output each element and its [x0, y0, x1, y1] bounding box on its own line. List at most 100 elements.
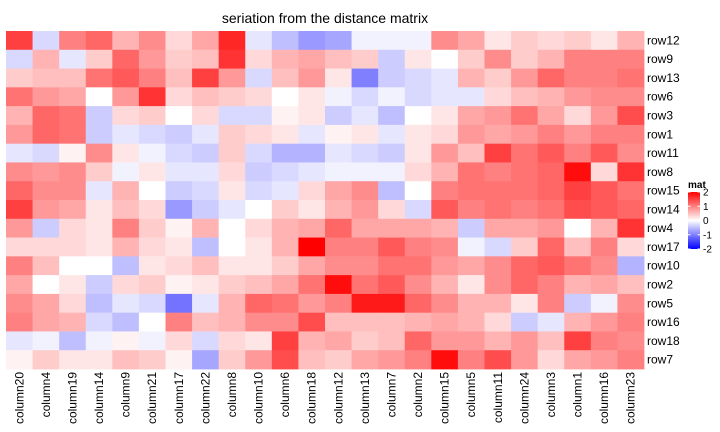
heatmap-cell — [85, 87, 113, 107]
heatmap-cell — [85, 293, 113, 314]
heatmap-cell — [32, 68, 60, 88]
heatmap-cell — [59, 31, 87, 51]
heatmap-cell — [511, 293, 539, 314]
heatmap-cell — [6, 181, 33, 201]
heatmap-cell — [112, 106, 140, 126]
heatmap-cell — [138, 31, 166, 51]
heatmap-cell — [59, 218, 87, 238]
heatmap-cell — [271, 181, 299, 201]
heatmap-cell — [564, 106, 592, 126]
heatmap-cell — [192, 350, 220, 370]
heatmap-cell — [85, 312, 113, 332]
heatmap-cell — [165, 256, 193, 276]
heatmap-cell — [298, 143, 326, 163]
heatmap-cell — [245, 293, 273, 314]
heatmap-cell — [511, 124, 539, 145]
heatmap-cell — [32, 124, 60, 145]
column-label: column19 — [65, 372, 79, 424]
heatmap-cell — [457, 331, 485, 351]
heatmap-cell — [404, 181, 432, 201]
heatmap-cell — [537, 162, 565, 182]
heatmap-cell — [590, 331, 618, 351]
heatmap-cell — [325, 218, 352, 238]
heatmap-cell — [218, 143, 246, 163]
heatmap-cell — [537, 350, 565, 370]
heatmap-cell — [218, 49, 246, 69]
heatmap-cell — [564, 87, 592, 107]
heatmap-cell — [564, 275, 592, 295]
heatmap-cell — [431, 350, 459, 370]
heatmap-cell — [245, 124, 273, 145]
row-label: row13 — [647, 71, 680, 85]
heatmap-cell — [537, 181, 565, 201]
heatmap-cell — [511, 312, 539, 332]
heatmap-cell — [165, 143, 193, 163]
heatmap-cell — [617, 200, 645, 220]
column-label: column3 — [544, 372, 558, 418]
heatmap-cell — [32, 293, 60, 314]
heatmap-cell — [59, 256, 87, 276]
heatmap-cell — [6, 68, 33, 88]
heatmap-cell — [457, 200, 485, 220]
heatmap-cell — [484, 218, 512, 238]
heatmap-cell — [511, 31, 539, 51]
heatmap-cell — [484, 106, 512, 126]
heatmap-cell — [271, 31, 299, 51]
heatmap-cell — [378, 275, 406, 295]
heatmap-cell — [590, 200, 618, 220]
heatmap-cell — [165, 312, 193, 332]
heatmap-cell — [192, 124, 220, 145]
heatmap-cell — [32, 143, 60, 163]
heatmap-cell — [378, 181, 406, 201]
heatmap-cell — [378, 124, 406, 145]
heatmap-cell — [59, 143, 87, 163]
heatmap-cell — [6, 350, 33, 370]
row-label: row1 — [647, 127, 673, 141]
heatmap-cell — [590, 237, 618, 257]
heatmap-cell — [325, 106, 352, 126]
heatmap-cell — [298, 218, 326, 238]
column-label: column7 — [384, 372, 398, 418]
heatmap-cell — [431, 331, 459, 351]
heatmap-cell — [271, 49, 299, 69]
heatmap-cell — [59, 350, 87, 370]
row-label: row6 — [647, 90, 673, 104]
heatmap-cell — [192, 31, 220, 51]
heatmap-cell — [218, 124, 246, 145]
heatmap-cell — [431, 87, 459, 107]
heatmap-cell — [431, 275, 459, 295]
heatmap-cell — [484, 256, 512, 276]
column-label: column23 — [624, 372, 638, 424]
heatmap-cell — [32, 237, 60, 257]
heatmap-cell — [457, 275, 485, 295]
row-label: row7 — [647, 353, 673, 367]
heatmap-cell — [112, 256, 140, 276]
heatmap-cell — [431, 68, 459, 88]
heatmap-cell — [564, 237, 592, 257]
row-label: row10 — [647, 259, 680, 273]
heatmap-cell — [404, 162, 432, 182]
heatmap-cell — [112, 162, 140, 182]
heatmap-cell — [404, 87, 432, 107]
heatmap-cell — [165, 275, 193, 295]
heatmap-cell — [112, 331, 140, 351]
heatmap-cell — [590, 49, 618, 69]
heatmap-cell — [85, 275, 113, 295]
heatmap-cell — [325, 293, 352, 314]
heatmap-cell — [617, 293, 645, 314]
heatmap-cell — [165, 200, 193, 220]
heatmap-cell — [165, 237, 193, 257]
heatmap-cell — [245, 49, 273, 69]
heatmap-cell — [298, 124, 326, 145]
heatmap-cell — [484, 68, 512, 88]
heatmap-cell — [59, 293, 87, 314]
column-label: column10 — [252, 372, 266, 424]
heatmap-cell — [6, 143, 33, 163]
heatmap-cell — [378, 87, 406, 107]
heatmap-cell — [378, 256, 406, 276]
heatmap-cell — [112, 124, 140, 145]
column-label: column8 — [225, 372, 239, 418]
heatmap-cell — [6, 200, 33, 220]
heatmap-cell — [484, 312, 512, 332]
heatmap-cell — [431, 293, 459, 314]
